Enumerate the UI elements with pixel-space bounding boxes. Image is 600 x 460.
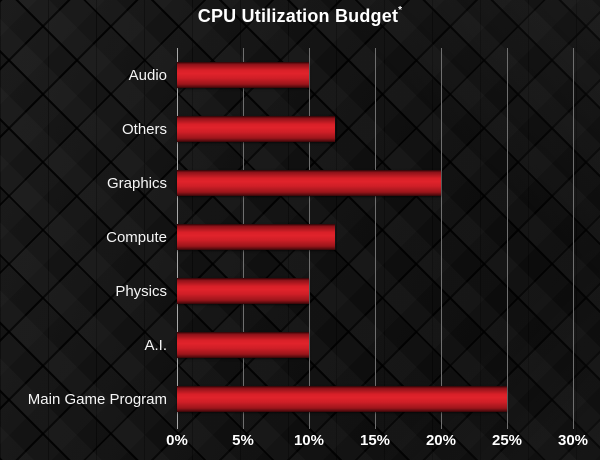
chart-row: Graphics [0, 156, 573, 210]
chart-rows: Audio Others Graphics Compute Physics A.I. Mai… [0, 48, 573, 426]
background-diagonal-sheen-lower [380, 250, 600, 460]
gridline-25pct [507, 48, 508, 429]
bar [177, 386, 507, 412]
bar-track [177, 224, 573, 250]
gridline-20pct [440, 48, 442, 429]
chart-row: Others [0, 102, 573, 156]
x-tick-label: 30% [557, 432, 589, 449]
category-label: Others [121, 120, 167, 138]
category-label: Physics [115, 282, 167, 300]
bar [177, 332, 309, 358]
bar [177, 62, 309, 88]
background-diagonal-sheen [300, 0, 600, 460]
x-tick-label: 15% [359, 432, 391, 449]
title-footnote-asterisk: * [398, 5, 403, 16]
bar-track [177, 278, 573, 304]
chart-row: Compute [0, 210, 573, 264]
gridline-15pct [375, 48, 376, 429]
bar-track [177, 332, 573, 358]
bar [177, 278, 309, 304]
chart-row: Audio [0, 48, 573, 102]
x-tick-label: 25% [491, 432, 523, 449]
chart-title: CPU Utilization Budget* [0, 5, 600, 27]
bar-track [177, 386, 573, 412]
bar [177, 224, 336, 250]
chart-row: Physics [0, 264, 573, 318]
category-label: Audio [128, 66, 167, 84]
category-label: Compute [106, 228, 167, 246]
bar-chart: Audio Others Graphics Compute Physics A.I. Mai… [0, 48, 574, 429]
bar-track [177, 62, 573, 88]
x-tick-label: 10% [293, 432, 324, 449]
x-tick-label: 0% [166, 432, 188, 449]
bar-track [177, 170, 573, 196]
chart-row: Main Game Program [0, 372, 573, 426]
x-tick-label: 5% [232, 432, 254, 449]
bar-track [177, 116, 573, 142]
gridline-30pct [573, 48, 574, 429]
bar [177, 116, 336, 142]
category-label: Graphics [106, 174, 167, 192]
chart-title-text: CPU Utilization Budget [197, 6, 399, 26]
category-label: Main Game Program [27, 390, 167, 408]
category-label: A.I. [144, 336, 167, 354]
bar [177, 170, 441, 196]
x-tick-label: 20% [425, 432, 456, 449]
x-axis: 0% 5% 10% 15% 20% 25% 30% [166, 429, 588, 453]
chart-row: A.I. [0, 318, 573, 372]
